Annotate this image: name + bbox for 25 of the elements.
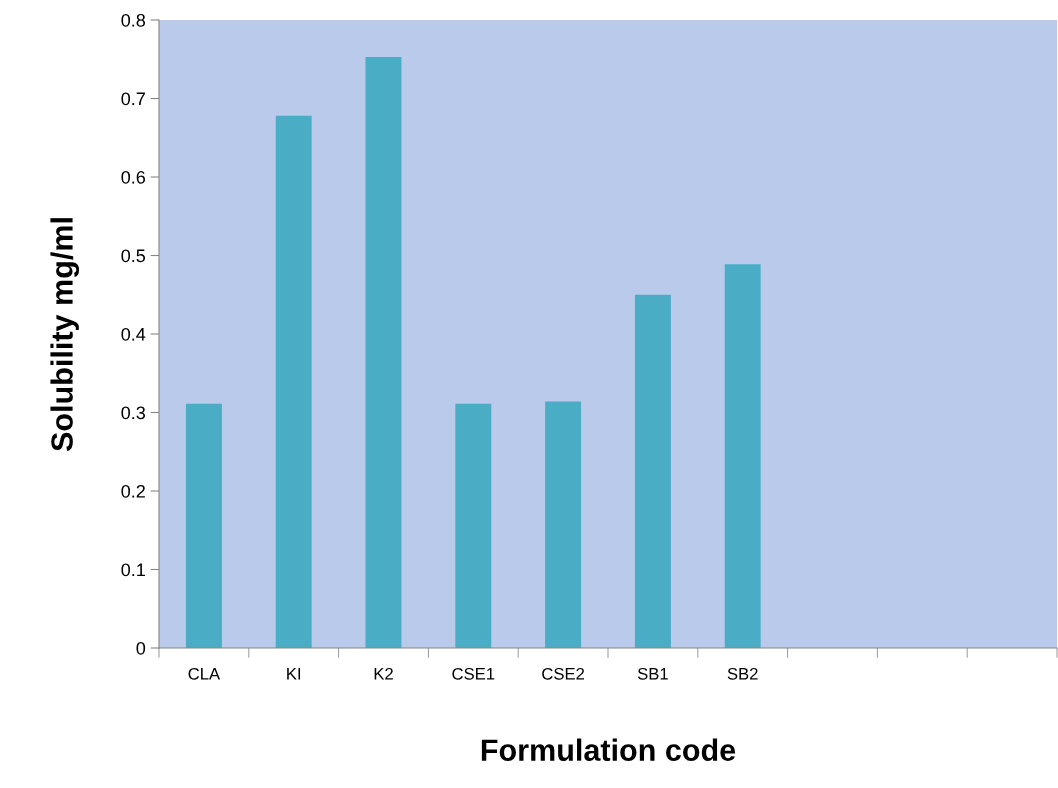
y-tick-label: 0.5 <box>121 249 146 263</box>
x-tick-label: CSE1 <box>452 667 495 680</box>
x-tick-label: CLA <box>188 667 221 680</box>
x-tick-label: KI <box>287 668 301 680</box>
y-tick-label: 0.8 <box>121 13 146 27</box>
bar <box>634 294 671 648</box>
x-tick-label: K2 <box>374 667 393 680</box>
bar <box>185 403 222 648</box>
x-tick-label: CSE2 <box>542 667 585 680</box>
bar <box>455 403 492 648</box>
bar <box>724 264 761 648</box>
x-axis-title: Formulation code <box>481 738 736 761</box>
y-tick-label: 0.6 <box>121 170 146 184</box>
y-tick-label: 0 <box>136 641 146 655</box>
y-tick-label: 0.1 <box>121 563 145 577</box>
bar <box>365 56 402 648</box>
y-tick-label: 0.2 <box>121 484 145 498</box>
y-tick-label: 0.3 <box>121 406 146 420</box>
y-tick-label: 0.7 <box>121 92 145 106</box>
bar <box>275 115 312 648</box>
y-axis-title: Solubility mg/ml <box>50 218 80 452</box>
y-tick-label: 0.4 <box>121 327 146 341</box>
x-tick-label: SB1 <box>637 667 668 680</box>
bar <box>545 401 582 648</box>
x-tick-label: SB2 <box>727 667 758 680</box>
